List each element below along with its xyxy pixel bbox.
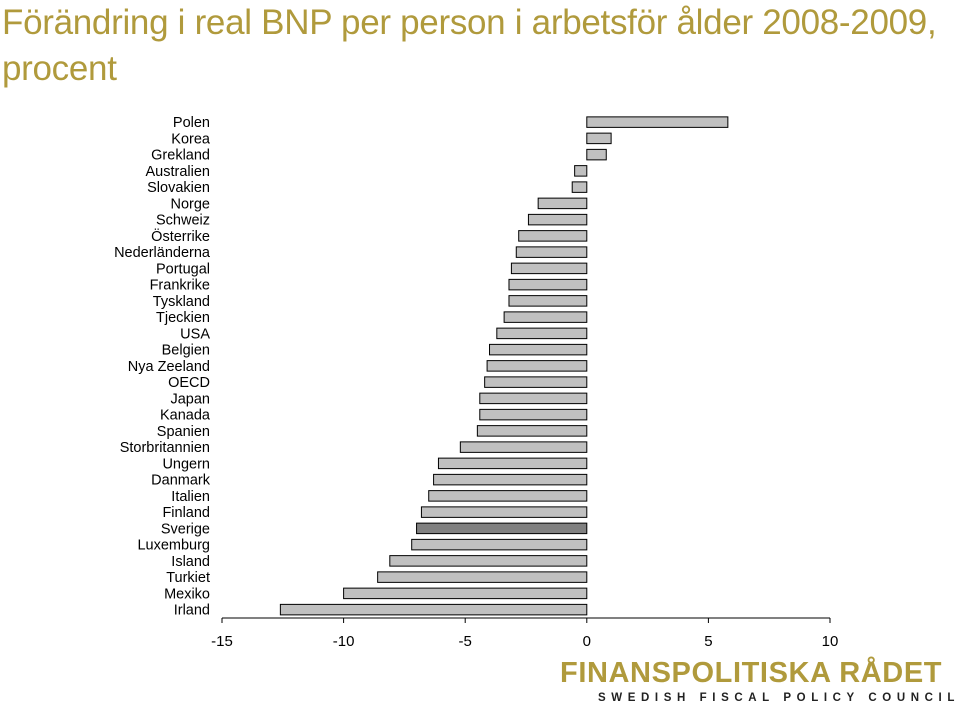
category-label-schweiz: Schweiz [156,213,210,229]
bar-luxemburg [411,538,588,551]
x-tick-label: 0 [583,633,591,650]
category-label-portugal: Portugal [156,261,210,277]
category-label-storbritannien: Storbritannien [120,440,210,456]
x-tick-label: 10 [822,633,839,650]
bar-japan [479,392,588,405]
category-label-australien: Australien [146,164,210,180]
category-label-sverige: Sverige [161,521,210,537]
bars [279,116,729,616]
category-label-japan: Japan [170,391,210,407]
category-label-slovakien: Slovakien [147,180,210,196]
bar-norge [537,197,588,210]
bar-portugal [510,262,588,275]
bar-osterrike [518,230,588,242]
bar-finland [420,506,588,518]
category-label-polen: Polen [173,115,210,131]
bar-tjeckien [503,311,588,323]
bar-irland [279,603,588,616]
bar-australien [574,165,588,177]
bar-spanien [476,425,588,437]
bar-ungern [437,457,588,470]
bar-storbritannien [459,441,588,453]
category-label-tjeckien: Tjeckien [156,310,210,326]
category-label-norge: Norge [171,196,211,212]
x-tick-label: -10 [333,633,355,650]
bar-italien [428,490,588,502]
category-label-italien: Italien [171,489,210,505]
bar-oecd [484,376,588,388]
category-label-oecd: OECD [168,375,210,391]
category-label-usa: USA [180,326,210,342]
logo-subtitle: SWEDISH FISCAL POLICY COUNCIL [598,692,960,704]
category-label-kanada: Kanada [160,408,211,424]
bar-nederlanderna [515,246,588,258]
x-axis: -15 -10 -5 0 5 10 [211,617,839,650]
bar-island [389,555,588,567]
bar-frankrike [508,278,588,291]
x-tick-label: -5 [459,633,472,650]
category-label-spanien: Spanien [157,424,210,440]
bar-grekland [586,148,607,161]
category-label-island: Island [171,554,210,570]
bar-mexiko [343,587,588,600]
category-labels: PolenKoreaGreklandAustralienSlovakienNor… [114,115,211,619]
finanspolitiska-radet-logo: FINANSPOLITISKA RÅDET SWEDISH FISCAL POL… [560,656,958,704]
category-label-luxemburg: Luxemburg [137,538,210,554]
category-label-mexiko: Mexiko [164,586,210,602]
category-label-osterrike: Österrike [151,227,210,245]
bar-usa [496,327,588,340]
category-label-irland: Irland [174,603,210,619]
bar-schweiz [527,213,588,226]
category-label-grekland: Grekland [151,148,210,164]
category-label-turkiet: Turkiet [166,570,210,586]
bar-korea [586,132,612,145]
category-label-finland: Finland [162,505,210,521]
bar-polen [586,116,729,128]
bar-turkiet [377,571,588,583]
category-label-korea: Korea [171,131,211,147]
bar-kanada [479,408,588,421]
category-label-ungern: Ungern [162,456,210,472]
bar-slovakien [571,181,588,193]
bar-belgien [489,343,588,356]
bar-tyskland [508,295,588,307]
bar-danmark [433,473,588,486]
category-label-nederlanderna: Nederländerna [114,245,211,261]
category-label-danmark: Danmark [151,473,211,489]
chart-title: Förändring i real BNP per person i arbet… [2,3,937,88]
category-label-frankrike: Frankrike [150,278,210,294]
category-label-belgien: Belgien [162,343,210,359]
logo-name: FINANSPOLITISKA RÅDET [560,657,943,689]
bar-sverige [416,522,588,535]
category-label-tyskland: Tyskland [153,294,210,310]
x-tick-label: -15 [211,633,233,650]
category-label-nya-zeeland: Nya Zeeland [128,359,210,375]
bar-nya-zeeland [486,360,588,372]
x-tick-label: 5 [704,633,712,650]
